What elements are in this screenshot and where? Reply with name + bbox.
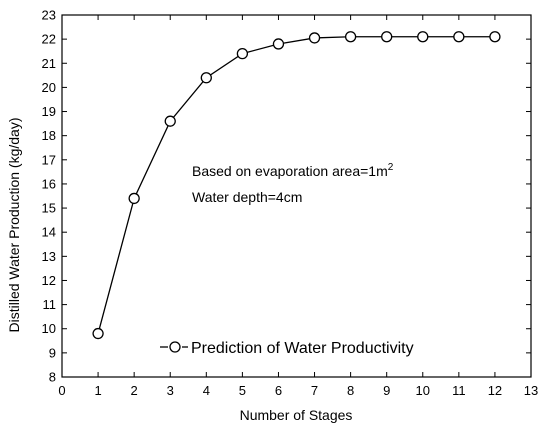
x-tick-label: 8 [347, 383, 354, 398]
y-tick-label: 20 [42, 80, 56, 95]
x-axis-title: Number of Stages [240, 407, 353, 423]
x-tick-label: 6 [275, 383, 282, 398]
x-tick-label: 10 [416, 383, 430, 398]
annotation-line2: Water depth=4cm [192, 189, 302, 205]
y-tick-label: 23 [42, 8, 56, 23]
legend-label: Prediction of Water Productivity [191, 340, 414, 357]
y-axis-title-group: Distilled Water Production (kg/day) [6, 117, 22, 332]
data-point [381, 31, 393, 43]
data-point [128, 192, 140, 205]
data-point [344, 31, 357, 43]
x-tick-label: 12 [488, 383, 502, 398]
x-tick-label: 7 [311, 383, 318, 398]
x-tick-label: 11 [452, 383, 466, 398]
y-tick-label: 10 [42, 321, 56, 336]
plot-frame [61, 14, 532, 378]
y-tick-label: 12 [42, 273, 56, 288]
data-point [236, 47, 249, 60]
annotation-area-text: Based on evaporation area=1m [192, 163, 388, 179]
y-tick-label: 9 [49, 345, 56, 360]
data-point [489, 31, 501, 43]
annotation-line1: Based on evaporation area=1m2 [192, 162, 394, 179]
x-tick-label: 3 [167, 383, 174, 398]
y-tick-label: 18 [42, 128, 56, 143]
y-tick-label: 22 [42, 32, 56, 47]
y-tick-label: 8 [49, 370, 56, 385]
y-tick-label: 13 [42, 249, 56, 264]
x-tick-label: 13 [524, 383, 538, 398]
y-tick-label: 16 [42, 176, 56, 191]
data-point [92, 327, 104, 340]
x-tick-label: 0 [58, 383, 65, 398]
y-tick-label: 15 [42, 201, 56, 216]
x-tick-label: 5 [239, 383, 246, 398]
legend: Prediction of Water Productivity [160, 340, 414, 357]
data-point [417, 31, 429, 43]
y-tick-label: 17 [42, 152, 56, 167]
annotation-area-superscript: 2 [388, 162, 394, 173]
x-tick-label: 2 [131, 383, 138, 398]
data-point [164, 115, 176, 127]
y-tick-label: 21 [42, 56, 56, 71]
data-point [453, 31, 465, 43]
series-line [97, 36, 495, 334]
data-point [200, 72, 212, 84]
data-point [272, 38, 285, 50]
y-tick-label: 14 [42, 225, 56, 240]
x-tick-label: 4 [203, 383, 210, 398]
plot-layer: 0 1 2 3 4 5 6 7 8 9 10 11 12 138910111213141516171819… [42, 8, 539, 399]
y-tick-label: 19 [42, 104, 56, 119]
data-point [308, 32, 321, 44]
y-tick-label: 11 [43, 297, 57, 312]
x-tick-label: 1 [94, 383, 101, 398]
x-tick-label: 9 [383, 383, 390, 398]
legend-marker [169, 341, 181, 353]
y-axis-title: Distilled Water Production (kg/day) [6, 117, 22, 332]
